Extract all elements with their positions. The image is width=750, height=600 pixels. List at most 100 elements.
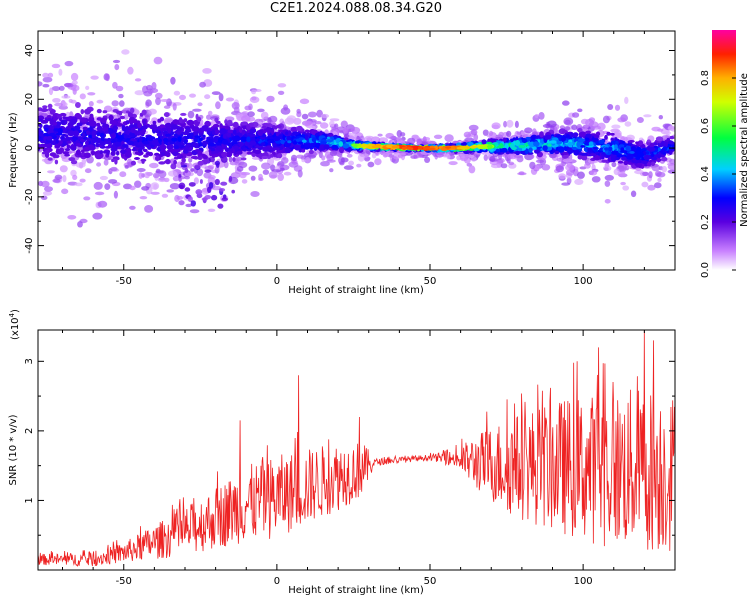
heatmap-cell: [646, 162, 652, 167]
heatmap-cell: [320, 122, 329, 129]
heatmap-cell: [50, 140, 56, 144]
heatmap-cell: [66, 144, 71, 149]
heatmap-cell: [80, 109, 85, 115]
heatmap-cell: [546, 120, 557, 128]
heatmap-cell: [155, 129, 160, 134]
heatmap-cell: [338, 146, 345, 154]
heatmap-cell: [657, 177, 662, 183]
heatmap-cell: [111, 158, 115, 163]
heatmap-cell: [272, 147, 280, 151]
heatmap-cell: [166, 189, 174, 193]
heatmap-cell: [72, 137, 77, 142]
heatmap-cell: [560, 137, 566, 142]
heatmap-cell: [609, 132, 615, 136]
heatmap-cell: [145, 151, 152, 156]
heatmap-cell: [82, 118, 87, 123]
heatmap-cell: [667, 163, 675, 170]
heatmap-cell: [143, 90, 153, 97]
heatmap-cell: [180, 161, 185, 166]
heatmap-cell: [215, 120, 221, 125]
heatmap-cell: [304, 143, 311, 148]
heatmap-cell: [241, 115, 251, 123]
heatmap-cell: [651, 156, 658, 161]
heatmap-cell: [116, 150, 120, 156]
heatmap-cell: [155, 155, 160, 162]
colorbar-tick-label: 0.0: [700, 262, 711, 278]
heatmap-cell: [46, 117, 53, 122]
heatmap-cell: [197, 155, 202, 160]
heatmap-cell: [102, 126, 109, 132]
heatmap-cell: [221, 151, 228, 158]
heatmap-cell: [323, 144, 330, 150]
heatmap-cell: [593, 146, 598, 150]
heatmap-cell: [207, 186, 212, 193]
heatmap-cell: [251, 133, 256, 137]
heatmap-cell: [181, 157, 186, 163]
heatmap-cell: [401, 146, 407, 150]
heatmap-cell: [122, 144, 127, 148]
heatmap-cell: [604, 147, 609, 151]
heatmap-cell: [524, 127, 533, 134]
heatmap-cell: [488, 130, 494, 136]
heatmap-cell: [48, 132, 56, 137]
heatmap-cell: [464, 137, 475, 142]
heatmap-cell: [646, 139, 651, 143]
heatmap-cell: [134, 90, 145, 96]
heatmap-cell: [62, 151, 70, 155]
snr-series-line: [38, 330, 675, 567]
heatmap-cell: [614, 130, 622, 137]
heatmap-cell: [535, 159, 545, 163]
heatmap-cell: [192, 108, 202, 112]
heatmap-cell: [270, 153, 274, 158]
heatmap-cell: [226, 132, 231, 138]
heatmap-cell: [172, 151, 179, 157]
heatmap-cell: [262, 169, 270, 175]
heatmap-cell: [102, 110, 108, 114]
top-x-tick-label: 0: [274, 276, 280, 287]
bottom-y-tick-label: 3: [24, 358, 35, 364]
heatmap-cell: [294, 144, 301, 151]
heatmap-cell: [61, 156, 72, 163]
heatmap-cell: [587, 147, 593, 152]
top-y-tick-label: 40: [24, 44, 35, 57]
heatmap-cell: [483, 154, 488, 161]
heatmap-cell: [468, 124, 479, 131]
heatmap-cell: [104, 183, 111, 191]
heatmap-cell: [211, 185, 222, 191]
heatmap-cell: [97, 200, 108, 208]
heatmap-cell: [463, 131, 472, 138]
heatmap-cell: [173, 133, 179, 137]
heatmap-cell: [103, 159, 109, 166]
heatmap-cell: [106, 150, 110, 156]
heatmap-cell: [112, 125, 118, 131]
heatmap-cell: [211, 91, 221, 95]
heatmap-cell: [238, 141, 245, 147]
heatmap-cell: [295, 138, 301, 142]
heatmap-cell: [473, 133, 479, 141]
colorbar: [712, 30, 736, 270]
heatmap-cell: [557, 146, 565, 152]
top-y-tick-label: 20: [24, 93, 35, 106]
heatmap-cell: [64, 83, 74, 88]
heatmap-cell: [285, 131, 289, 135]
heatmap-cell: [611, 151, 617, 155]
heatmap-cell: [142, 119, 147, 126]
heatmap-cell: [667, 169, 675, 174]
heatmap-cell: [189, 209, 200, 214]
heatmap-cell: [129, 131, 136, 137]
heatmap-cell: [84, 168, 92, 174]
heatmap-cell: [144, 205, 154, 213]
heatmap-cell: [236, 165, 244, 172]
heatmap-cell: [65, 134, 69, 138]
heatmap-cell: [669, 135, 675, 140]
heatmap-cell: [270, 164, 276, 171]
heatmap-cell: [239, 171, 247, 179]
heatmap-cell: [173, 159, 178, 165]
heatmap-cell: [538, 112, 545, 120]
heatmap-cell: [178, 174, 182, 179]
heatmap-cell: [118, 131, 122, 136]
heatmap-cell: [88, 120, 97, 127]
heatmap-cell: [191, 125, 199, 132]
heatmap-cell: [130, 127, 136, 134]
heatmap-cell: [42, 72, 49, 78]
